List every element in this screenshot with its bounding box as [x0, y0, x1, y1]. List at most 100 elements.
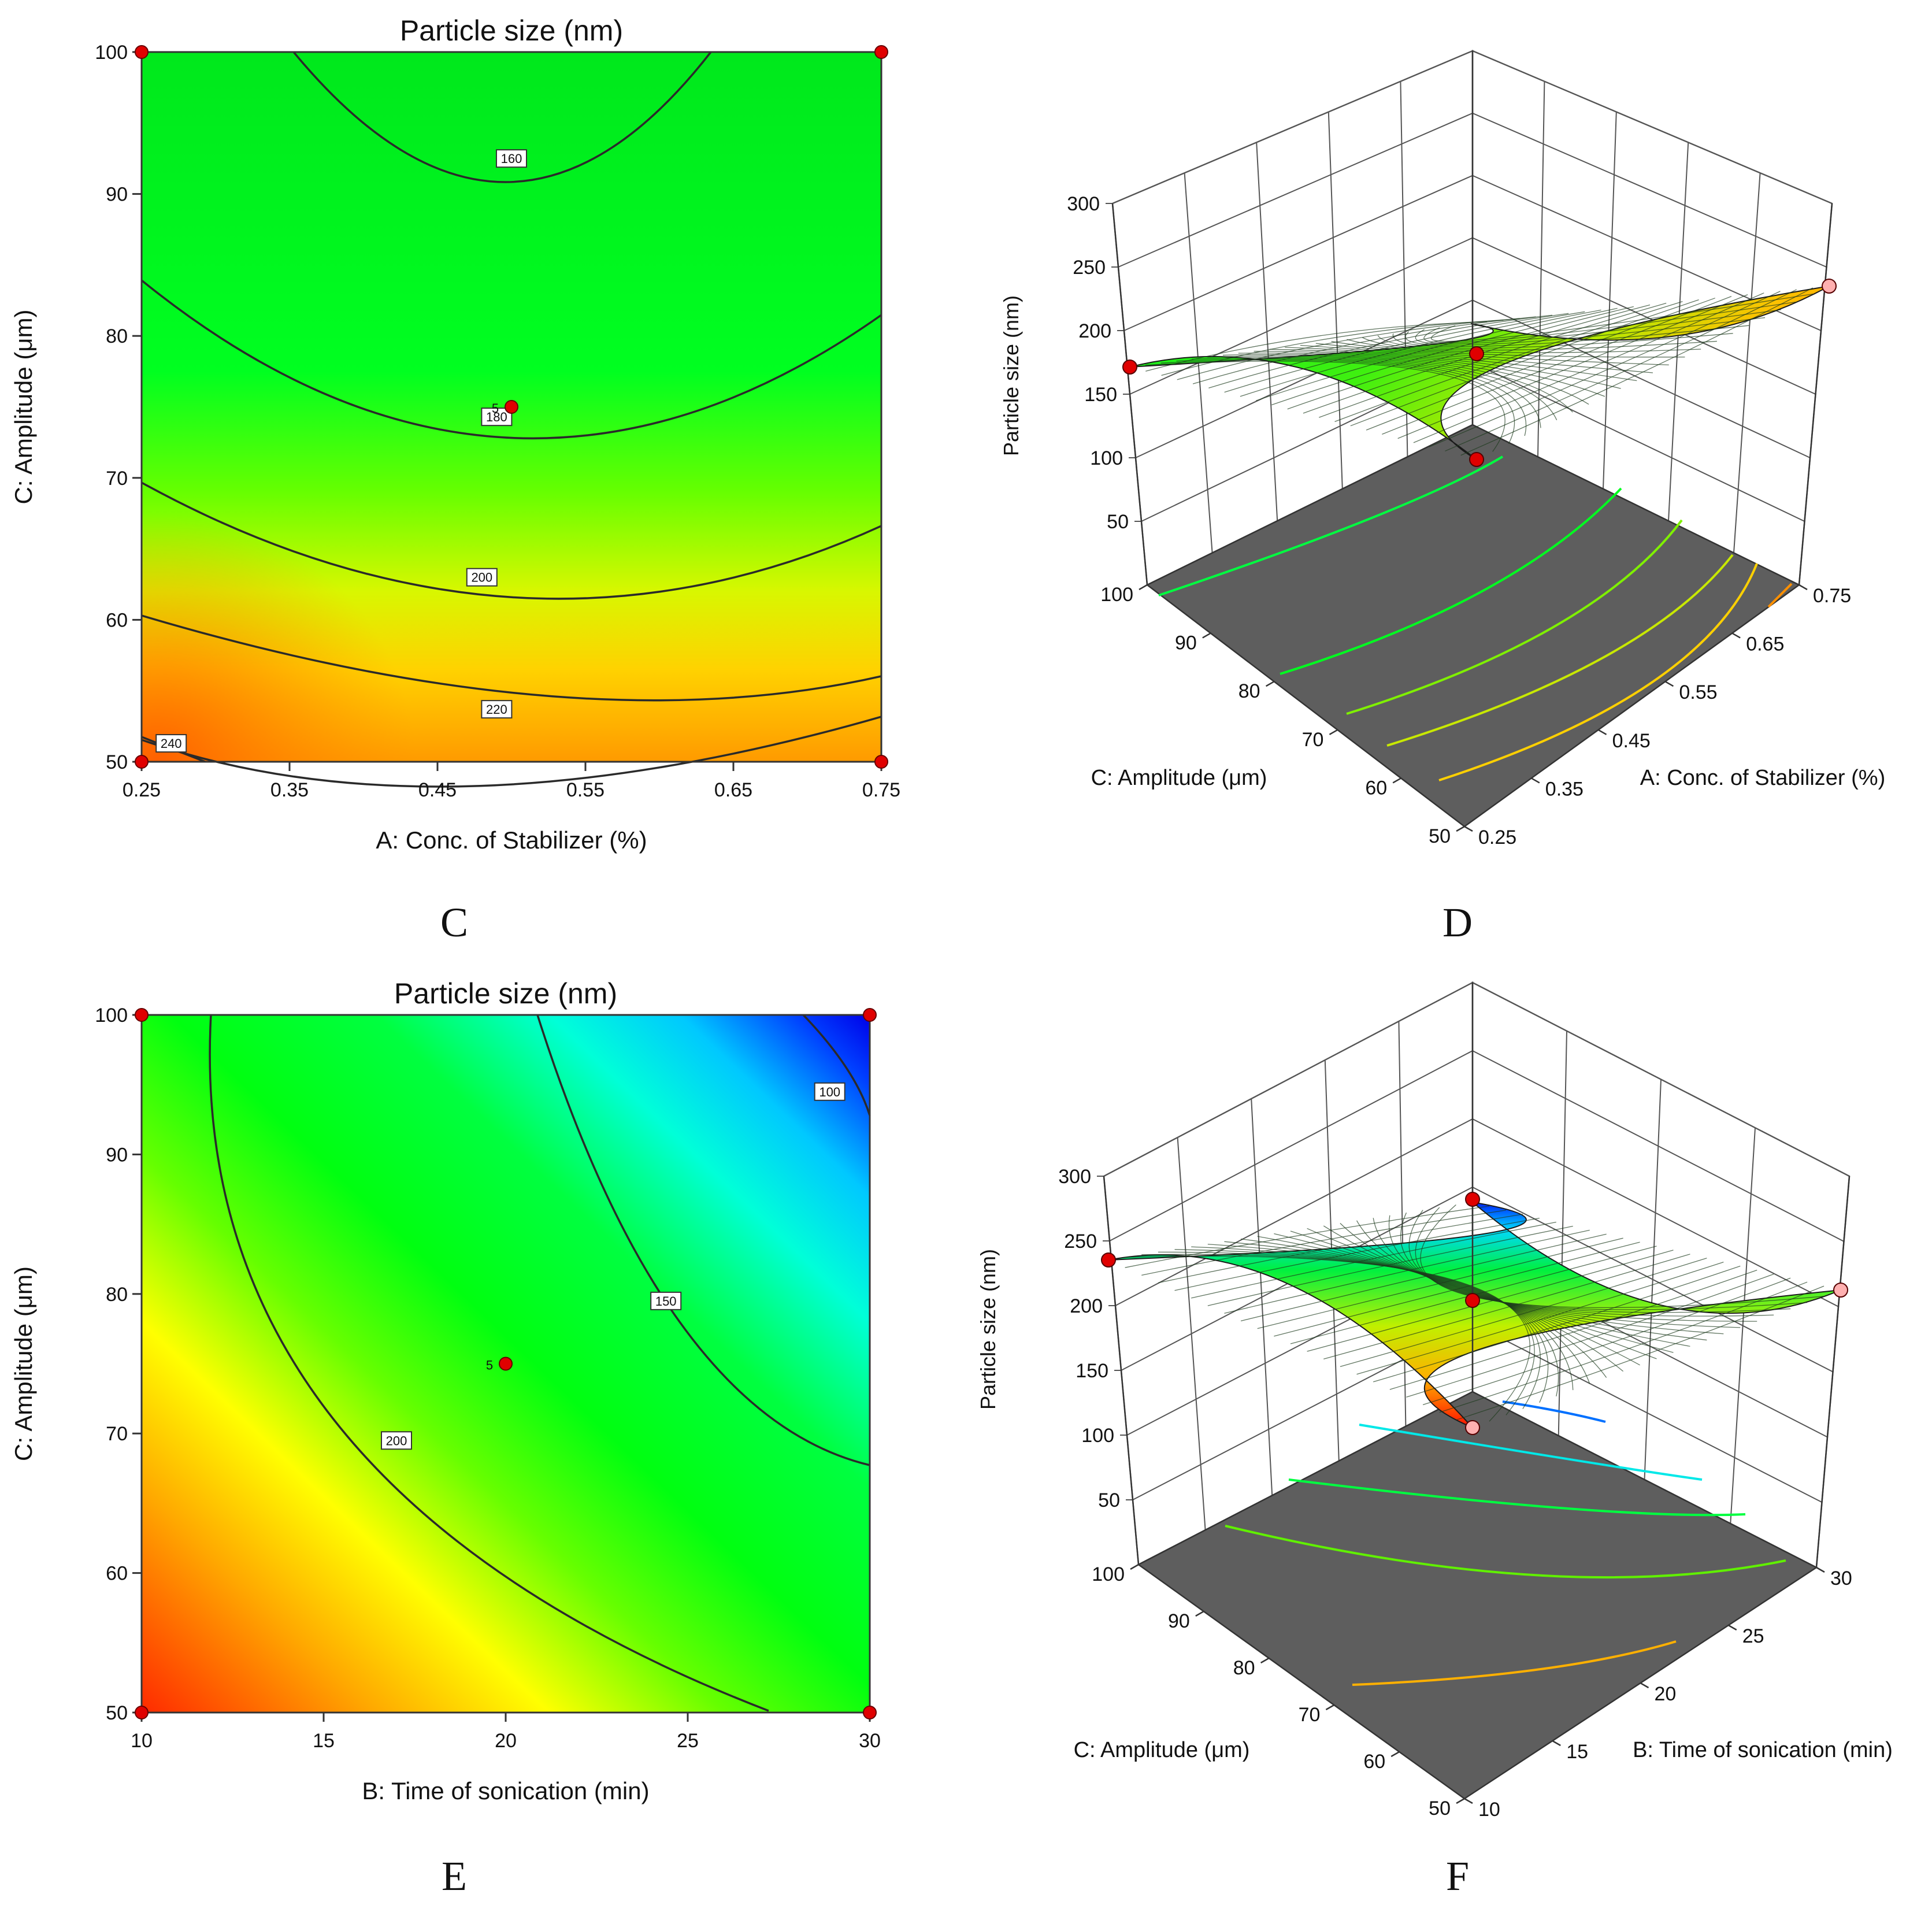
design-point	[1465, 1420, 1480, 1435]
z-tick-label: 300	[1058, 1166, 1091, 1188]
floor-contour	[1352, 1640, 1677, 1686]
surface-mesh	[1207, 355, 1558, 421]
design-point	[1822, 279, 1837, 294]
floor-contour	[1359, 1424, 1703, 1481]
design-point	[505, 400, 518, 414]
surface-mesh	[1307, 1250, 1674, 1352]
contour-label-box	[466, 568, 498, 587]
contour-line	[141, 481, 882, 600]
y-tick	[1456, 825, 1465, 832]
x-tick	[1531, 777, 1540, 784]
y-tick-label: 70	[1299, 1704, 1321, 1726]
contour-label: 100	[819, 1085, 840, 1099]
y-tick-label: 50	[1429, 825, 1451, 847]
surface-mesh	[1430, 293, 1814, 342]
y-tick	[1260, 1657, 1270, 1664]
x-tick-label: 30	[1830, 1567, 1852, 1589]
surface-mesh	[1366, 298, 1715, 431]
contour-label-box	[481, 407, 513, 427]
surface-mesh	[1254, 351, 1605, 397]
y-tick	[1456, 1797, 1465, 1804]
y-tick-label: 80	[1238, 680, 1260, 702]
y-tick	[1329, 729, 1338, 735]
surface-mesh	[1222, 354, 1573, 413]
y-tick	[1130, 1563, 1139, 1570]
design-point	[1122, 359, 1137, 375]
replicate-count: 5	[492, 401, 499, 416]
y-tick	[1202, 632, 1211, 639]
design-point	[1465, 1293, 1480, 1308]
x-tick-label: 10	[1478, 1799, 1500, 1821]
y-tick-label: 90	[1175, 632, 1197, 654]
frame-edge	[1103, 1176, 1140, 1565]
contour-line	[802, 1014, 871, 1116]
surface-mesh	[1241, 1238, 1607, 1378]
surface-mesh	[1161, 320, 1504, 376]
surface-mesh	[1174, 1249, 1549, 1403]
surface-mesh	[1315, 343, 1669, 366]
surface-mesh	[1158, 1214, 1523, 1284]
y-tick-label: 100	[95, 42, 128, 64]
z-axis-label: Particle size (nm)	[976, 1249, 1000, 1410]
surface-mesh	[1158, 1251, 1541, 1409]
surface-mesh	[1269, 349, 1621, 389]
x-axis-label: A: Conc. of Stabilizer (%)	[376, 827, 647, 854]
panel-letter-e: E	[442, 1853, 467, 1899]
x-axis-label: A: Conc. of Stabilizer (%)	[1640, 766, 1885, 790]
contour-label-box	[814, 1082, 846, 1101]
y-tick-label: 90	[1168, 1610, 1190, 1632]
floor-contour	[1158, 455, 1504, 596]
contour-label: 200	[386, 1433, 407, 1448]
contour-line	[292, 51, 712, 183]
frame-edge	[1798, 203, 1833, 585]
design-point	[1833, 1283, 1848, 1298]
surface-mesh	[1429, 291, 1781, 447]
frame-edge	[1815, 1176, 1851, 1568]
surface-mesh	[1192, 357, 1541, 428]
contour-line	[140, 279, 882, 440]
surface-mesh	[1290, 1231, 1657, 1359]
x-tick-label: 20	[495, 1730, 517, 1752]
x-tick	[1731, 632, 1741, 639]
z-tick-label: 50	[1098, 1489, 1120, 1511]
surface-mesh	[1257, 1236, 1624, 1372]
z-tick-label: 250	[1064, 1231, 1097, 1252]
x-tick-label: 0.25	[1478, 827, 1516, 848]
floor-contour	[1346, 519, 1683, 715]
design-point	[863, 1706, 877, 1719]
surface-mesh	[1389, 1269, 1757, 1390]
x-tick	[1664, 681, 1674, 687]
design-point	[499, 1357, 513, 1371]
y-axis-label: C: Amplitude (μm)	[10, 310, 37, 505]
y-tick-label: 90	[106, 184, 128, 206]
y-tick-label: 50	[106, 1702, 128, 1724]
surface-mesh	[1160, 359, 1515, 444]
panel-letter-d: D	[1442, 899, 1473, 946]
surface-mesh	[1356, 1262, 1724, 1375]
z-tick-label: 150	[1084, 384, 1117, 406]
design-point	[135, 1008, 149, 1022]
x-tick	[1552, 1740, 1561, 1747]
x-tick	[1640, 1682, 1649, 1689]
y-tick	[1265, 681, 1275, 687]
surface-mesh	[1445, 289, 1797, 452]
frame-edge	[1111, 203, 1148, 585]
floor-contour	[1502, 1400, 1606, 1423]
contour-plot-e: 200 150 100 10 15 20 25 30 50 60 70 80 90 100 Particle…	[10, 977, 881, 1804]
surface-mesh	[1460, 287, 1814, 456]
contour-label-box	[155, 734, 187, 753]
y-tick-label: 50	[1429, 1797, 1451, 1819]
surface-mesh	[1382, 296, 1732, 435]
surface-mesh	[1397, 294, 1748, 439]
plot-frame	[140, 51, 882, 763]
design-point	[1465, 1192, 1480, 1207]
z-tick-label: 100	[1081, 1425, 1114, 1447]
y-tick-label: 60	[106, 1563, 128, 1585]
surface-mesh	[1208, 314, 1552, 388]
x-tick	[1464, 1797, 1473, 1804]
y-tick-label: 100	[95, 1005, 128, 1026]
floor-contour	[1386, 554, 1734, 747]
surface-mesh	[1350, 299, 1699, 427]
y-tick-label: 80	[106, 1284, 128, 1306]
